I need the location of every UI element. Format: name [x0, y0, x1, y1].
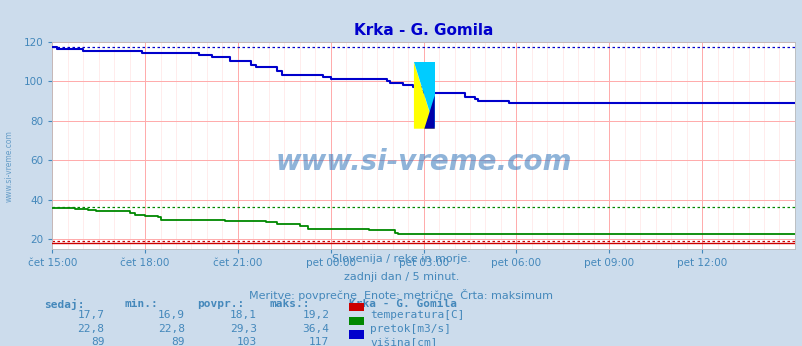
- Text: povpr.:: povpr.:: [196, 299, 244, 309]
- Text: 22,8: 22,8: [77, 324, 104, 334]
- Text: www.si-vreme.com: www.si-vreme.com: [5, 130, 14, 202]
- Text: 16,9: 16,9: [157, 310, 184, 320]
- Text: 29,3: 29,3: [229, 324, 257, 334]
- Text: Krka - G. Gomila: Krka - G. Gomila: [349, 299, 456, 309]
- Polygon shape: [413, 62, 434, 129]
- Text: 19,2: 19,2: [302, 310, 329, 320]
- Text: Slovenija / reke in morje.: Slovenija / reke in morje.: [332, 254, 470, 264]
- Text: temperatura[C]: temperatura[C]: [370, 310, 464, 320]
- Text: 89: 89: [91, 337, 104, 346]
- Text: sedaj:: sedaj:: [44, 299, 84, 310]
- Text: maks.:: maks.:: [269, 299, 309, 309]
- Text: 89: 89: [171, 337, 184, 346]
- Text: Meritve: povprečne  Enote: metrične  Črta: maksimum: Meritve: povprečne Enote: metrične Črta:…: [249, 289, 553, 301]
- Text: pretok[m3/s]: pretok[m3/s]: [370, 324, 451, 334]
- Text: min.:: min.:: [124, 299, 158, 309]
- Polygon shape: [413, 62, 434, 129]
- Text: 103: 103: [237, 337, 257, 346]
- Text: višina[cm]: višina[cm]: [370, 337, 437, 346]
- Text: 18,1: 18,1: [229, 310, 257, 320]
- Text: www.si-vreme.com: www.si-vreme.com: [275, 148, 571, 176]
- Text: 117: 117: [309, 337, 329, 346]
- Polygon shape: [423, 95, 434, 129]
- Title: Krka - G. Gomila: Krka - G. Gomila: [354, 22, 492, 38]
- Text: zadnji dan / 5 minut.: zadnji dan / 5 minut.: [343, 272, 459, 282]
- Text: 36,4: 36,4: [302, 324, 329, 334]
- Text: 17,7: 17,7: [77, 310, 104, 320]
- Text: 22,8: 22,8: [157, 324, 184, 334]
